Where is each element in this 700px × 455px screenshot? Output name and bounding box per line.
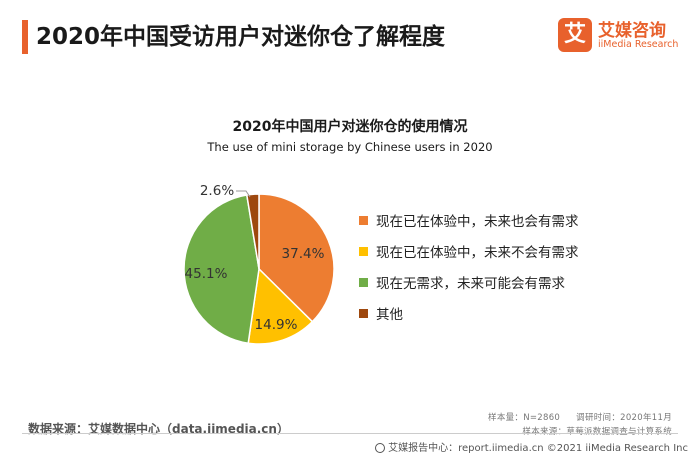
report-center: 艾媒报告中心：report.iimedia.cn ©2021 iiMedia R… <box>375 439 688 454</box>
legend-label: 现在无需求，未来可能会有需求 <box>376 276 565 292</box>
globe-icon <box>375 443 386 453</box>
sample-source: 样本来源：草莓派数据调查与计算系统 <box>522 427 672 437</box>
pie-value-label-3: 2.6% <box>200 183 234 199</box>
chart-subtitle: The use of mini storage by Chinese users… <box>207 140 493 154</box>
logo-name-cn: 艾媒咨询 <box>598 21 666 41</box>
pie-slice-3 <box>245 193 260 270</box>
data-source: 数据来源：艾媒数据中心（data.iimedia.cn） <box>28 422 289 436</box>
survey-meta: 样本量：N=2860 调研时间：2020年11月 <box>488 411 672 423</box>
legend-item-3: 其他 <box>359 303 579 323</box>
title-accent-bar <box>22 20 28 54</box>
legend-swatch <box>359 215 368 225</box>
legend-label: 现在已在体验中，未来也会有需求 <box>376 214 579 230</box>
legend-label: 现在已在体验中，未来不会有需求 <box>376 245 579 261</box>
footer-divider <box>22 433 678 434</box>
sample-size: 样本量：N=2860 <box>488 413 561 423</box>
legend-label: 其他 <box>376 307 403 323</box>
legend-item-1: 现在已在体验中，未来不会有需求 <box>359 241 579 261</box>
logo-name-en: iiMedia Research <box>598 39 679 50</box>
legend-swatch <box>359 308 368 318</box>
pie-slice-2 <box>183 194 260 345</box>
report-site-text: 艾媒报告中心：report.iimedia.cn ©2021 iiMedia R… <box>388 443 688 454</box>
pie-slice-1 <box>247 267 314 345</box>
survey-time: 调研时间：2020年11月 <box>576 413 672 423</box>
pie-value-label-0: 37.4% <box>282 246 325 262</box>
pie-value-label-2: 45.1% <box>185 266 228 282</box>
chart-legend: 现在已在体验中，未来也会有需求 现在已在体验中，未来不会有需求 现在无需求，未来可能… <box>359 210 579 334</box>
leader-line <box>236 190 251 198</box>
legend-swatch <box>359 277 368 287</box>
page-title: 2020年中国受访用户对迷你仓了解程度 <box>36 24 446 50</box>
pie-value-label-1: 14.9% <box>255 317 298 333</box>
legend-item-2: 现在无需求，未来可能会有需求 <box>359 272 579 292</box>
logo-mark-icon: 艾 <box>558 18 592 52</box>
legend-item-0: 现在已在体验中，未来也会有需求 <box>359 210 579 230</box>
legend-swatch <box>359 246 368 256</box>
chart-title: 2020年中国用户对迷你仓的使用情况 <box>232 119 468 135</box>
iimedia-logo: 艾 艾媒咨询 iiMedia Research <box>558 14 686 62</box>
pie-slice-0 <box>258 193 335 323</box>
